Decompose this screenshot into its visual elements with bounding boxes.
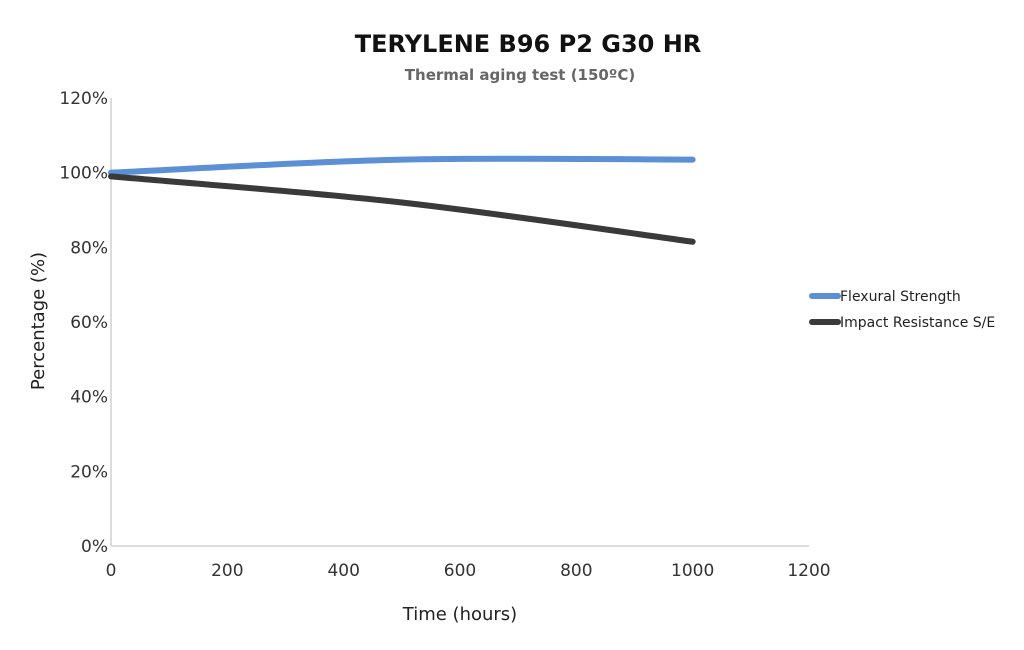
- legend-label: Flexural Strength: [840, 289, 961, 305]
- y-tick-label: 60%: [70, 313, 108, 333]
- series-line-0: [108, 155, 696, 176]
- x-tick-label: 400: [327, 561, 359, 581]
- y-tick-label: 100%: [59, 164, 108, 184]
- y-axis-label: Percentage (%): [28, 252, 49, 390]
- chart-subtitle: Thermal aging test (150ºC): [405, 66, 635, 84]
- x-axis-label: Time (hours): [402, 604, 517, 625]
- y-tick-label: 0%: [81, 537, 108, 557]
- series-line-1: [108, 173, 696, 245]
- x-tick-label: 0: [106, 561, 117, 581]
- y-tick-labels: 0% 20% 40% 60% 80% 100% 120%: [59, 89, 108, 557]
- series-lines: [108, 155, 696, 245]
- x-tick-label: 800: [560, 561, 592, 581]
- x-tick-labels: 0 200 400 600 800 1000 1200: [106, 561, 831, 581]
- x-tick-label: 1200: [787, 561, 830, 581]
- y-tick-label: 120%: [59, 89, 108, 109]
- x-tick-label: 1000: [671, 561, 714, 581]
- chart-title: TERYLENE B96 P2 G30 HR: [355, 30, 702, 58]
- x-tick-label: 600: [444, 561, 476, 581]
- y-tick-label: 40%: [70, 388, 108, 408]
- y-tick-label: 20%: [70, 462, 108, 482]
- legend: Flexural Strength Impact Resistance S/E: [809, 289, 995, 331]
- y-tick-label: 80%: [70, 238, 108, 258]
- x-tick-label: 200: [211, 561, 243, 581]
- legend-label: Impact Resistance S/E: [840, 315, 995, 331]
